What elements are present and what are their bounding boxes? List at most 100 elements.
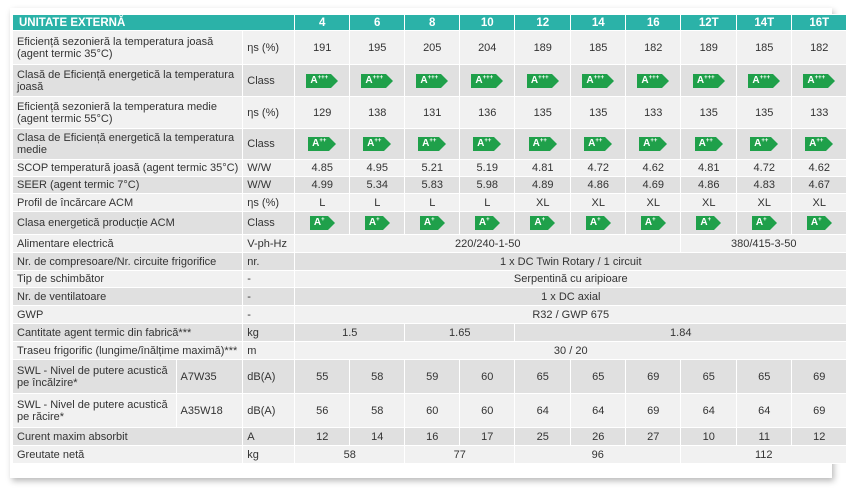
cell-merged: 1.5 (294, 323, 406, 342)
row-label: Nr. de compresoare/Nr. circuite frigorif… (11, 252, 244, 271)
row-unit: - (242, 270, 296, 288)
row-unit: nr. (242, 252, 296, 271)
model-16t: 16T (791, 14, 848, 31)
cell: A+++ (736, 64, 793, 97)
cell: 69 (791, 359, 848, 394)
cell: A+ (736, 211, 793, 235)
row-label: Greutate netă (11, 445, 244, 464)
cell: 5.19 (459, 159, 516, 177)
energy-class-badge: A++ (363, 137, 392, 151)
cell: 189 (680, 30, 738, 65)
cell: A++ (680, 128, 738, 160)
row-label: Curent maxim absorbit (11, 427, 244, 446)
header-row: UNITATE EXTERNĂ 4 6 8 10 12 14 16 12T 14… (11, 14, 848, 31)
model-4: 4 (294, 14, 351, 31)
model-6: 6 (349, 14, 406, 31)
energy-class-badge: A++ (584, 137, 613, 151)
cell: L (459, 193, 516, 212)
cell: A++ (294, 128, 351, 160)
cell: 4.67 (791, 176, 848, 194)
cell: 59 (404, 359, 461, 394)
table-row: Alimentare electrică V-ph-Hz 220/240-1-5… (11, 234, 848, 253)
cell: 4.85 (294, 159, 351, 177)
table-row: SEER (agent termic 7°C) W/W 4.99 5.34 5.… (11, 176, 848, 194)
cell: 65 (514, 359, 572, 394)
row-unit: - (242, 305, 296, 324)
cell: 4.72 (570, 159, 627, 177)
cell: A++ (570, 128, 627, 160)
cell: A+++ (459, 64, 516, 97)
cell: 56 (294, 393, 351, 428)
energy-class-badge: A++ (750, 137, 779, 151)
cell: XL (736, 193, 793, 212)
cell: A++ (404, 128, 461, 160)
cell: XL (680, 193, 738, 212)
row-sublabel: A7W35 (175, 359, 244, 394)
cell: 4.95 (349, 159, 406, 177)
table-row: Curent maxim absorbit A 12 14 16 17 25 2… (11, 427, 848, 446)
cell: A+++ (514, 64, 572, 97)
cell-merged: R32 / GWP 675 (294, 305, 848, 324)
energy-class-badge: A++ (805, 137, 834, 151)
cell: 4.62 (625, 159, 682, 177)
cell: 25 (514, 427, 572, 446)
cell: 4.62 (791, 159, 848, 177)
row-unit: kg (242, 323, 296, 342)
cell: 4.72 (736, 159, 793, 177)
cell: A++ (459, 128, 516, 160)
cell: A+++ (625, 64, 682, 97)
cell: A+++ (791, 64, 848, 97)
row-unit: dB(A) (242, 393, 296, 428)
cell: A+ (459, 211, 516, 235)
cell: 133 (791, 96, 848, 129)
cell: 60 (459, 359, 516, 394)
energy-class-badge: A++ (694, 137, 724, 151)
cell-merged: 96 (514, 445, 682, 464)
energy-class-badge: A+ (585, 216, 611, 230)
cell-merged: 58 (294, 445, 406, 464)
energy-class-badge: A+++ (526, 73, 559, 88)
cell: A+ (625, 211, 682, 235)
cell: 4.81 (680, 159, 738, 177)
cell-merged: 77 (404, 445, 516, 464)
row-label: GWP (11, 305, 244, 324)
cell: 4.81 (514, 159, 572, 177)
table-row: Clasă de Eficiență energetică la tempera… (11, 64, 848, 97)
cell: 55 (294, 359, 351, 394)
table-row: Greutate netă kg 58 77 96 112 (11, 445, 848, 464)
model-14t: 14T (736, 14, 793, 31)
cell: A+ (791, 211, 848, 235)
cell: 133 (625, 96, 682, 129)
cell: A+++ (294, 64, 351, 97)
cell: 5.83 (404, 176, 461, 194)
row-unit: A (242, 427, 296, 446)
cell: 27 (625, 427, 682, 446)
cell-merged: 1.65 (404, 323, 516, 342)
table-row: Clasa de Eficiență energetică la tempera… (11, 128, 848, 160)
cell: 60 (459, 393, 516, 428)
row-unit: m (242, 341, 296, 360)
cell: A+++ (680, 64, 738, 97)
cell: 135 (570, 96, 627, 129)
energy-class-badge: A+ (419, 216, 445, 230)
row-label: Alimentare electrică (11, 234, 244, 253)
row-unit: - (242, 287, 296, 306)
cell: 4.86 (570, 176, 627, 194)
row-label: Eficiență sezonieră la temperatura joasă… (11, 30, 244, 65)
cell: 60 (404, 393, 461, 428)
row-unit: ηs (%) (242, 96, 296, 129)
table-row: SWL - Nivel de putere acustică pe încălz… (12, 359, 848, 394)
row-unit: dB(A) (242, 359, 296, 394)
model-16: 16 (625, 14, 682, 31)
row-label: SCOP temperatură joasă (agent termic 35°… (11, 159, 244, 177)
row-label: Profil de încărcare ACM (11, 193, 244, 212)
cell: 69 (625, 359, 682, 394)
cell-merged: 1.84 (514, 323, 848, 342)
cell: A+ (514, 211, 572, 235)
cell: A++ (736, 128, 793, 160)
cell: A+ (680, 211, 738, 235)
row-unit: W/W (242, 159, 296, 177)
cell: A++ (791, 128, 848, 160)
cell: 16 (404, 427, 461, 446)
cell: 4.99 (294, 176, 351, 194)
